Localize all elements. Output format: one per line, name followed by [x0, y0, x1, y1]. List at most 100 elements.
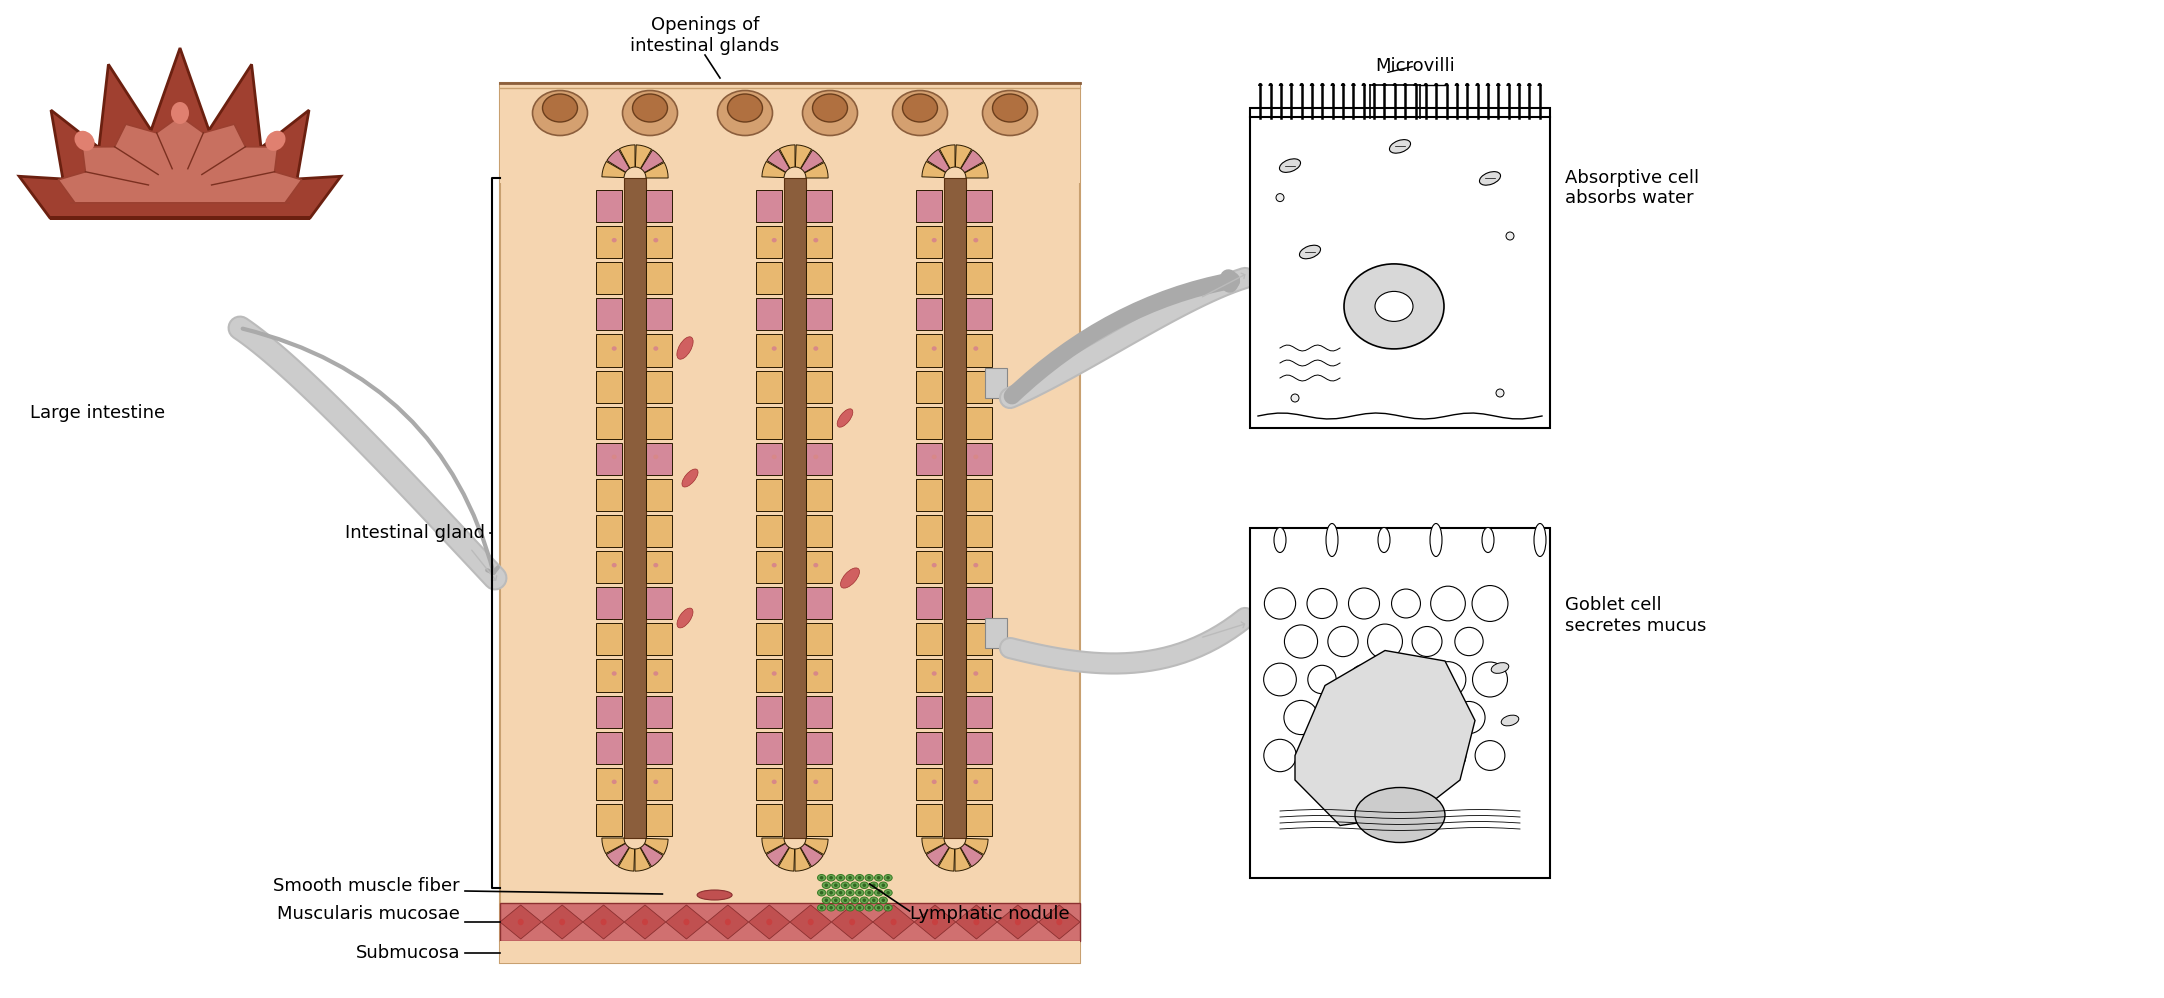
Bar: [755, 803, 781, 836]
Ellipse shape: [892, 919, 896, 925]
Circle shape: [872, 898, 876, 902]
Circle shape: [844, 883, 846, 887]
Bar: [805, 479, 831, 511]
Ellipse shape: [974, 672, 978, 676]
Bar: [755, 370, 781, 402]
Circle shape: [853, 898, 857, 902]
Ellipse shape: [814, 563, 818, 568]
Circle shape: [868, 876, 870, 879]
Bar: [595, 479, 621, 511]
Bar: [965, 767, 991, 799]
Polygon shape: [954, 145, 972, 169]
Circle shape: [1348, 665, 1378, 695]
Ellipse shape: [892, 91, 948, 136]
Bar: [915, 406, 941, 439]
Ellipse shape: [1056, 919, 1063, 925]
Circle shape: [1430, 586, 1465, 621]
Polygon shape: [961, 844, 982, 866]
Bar: [965, 732, 991, 763]
Circle shape: [881, 883, 885, 887]
Circle shape: [1277, 194, 1283, 202]
Circle shape: [1307, 666, 1335, 694]
Bar: [805, 227, 831, 258]
Text: Openings of
intestinal glands: Openings of intestinal glands: [630, 16, 779, 55]
Ellipse shape: [807, 919, 814, 925]
Circle shape: [1454, 628, 1482, 656]
Ellipse shape: [933, 346, 937, 350]
Bar: [805, 696, 831, 728]
Circle shape: [1264, 588, 1296, 619]
Bar: [647, 803, 673, 836]
Bar: [915, 732, 941, 763]
Bar: [500, 83, 1080, 183]
Circle shape: [876, 906, 881, 909]
Ellipse shape: [1279, 159, 1301, 173]
Ellipse shape: [612, 238, 617, 243]
Ellipse shape: [532, 91, 586, 136]
Circle shape: [1472, 662, 1508, 697]
Circle shape: [840, 876, 842, 879]
Bar: [783, 178, 805, 838]
Ellipse shape: [558, 919, 565, 925]
Circle shape: [829, 906, 833, 909]
Bar: [755, 334, 781, 366]
Polygon shape: [790, 905, 831, 939]
Circle shape: [1389, 664, 1422, 696]
Polygon shape: [926, 843, 950, 866]
Bar: [647, 624, 673, 656]
Bar: [965, 803, 991, 836]
Ellipse shape: [654, 779, 658, 784]
Ellipse shape: [846, 889, 855, 896]
Polygon shape: [805, 838, 829, 854]
Circle shape: [868, 891, 870, 894]
Bar: [595, 227, 621, 258]
Bar: [915, 515, 941, 547]
Circle shape: [857, 891, 861, 894]
Ellipse shape: [654, 563, 658, 568]
Polygon shape: [831, 905, 872, 939]
Bar: [623, 178, 647, 838]
Ellipse shape: [1482, 528, 1493, 553]
Bar: [647, 479, 673, 511]
Circle shape: [1430, 738, 1465, 773]
Bar: [500, 941, 1080, 963]
Ellipse shape: [885, 889, 892, 896]
Bar: [755, 298, 781, 330]
Text: Submucosa: Submucosa: [355, 944, 461, 962]
Bar: [595, 551, 621, 583]
Bar: [915, 262, 941, 294]
Circle shape: [829, 891, 833, 894]
Ellipse shape: [974, 346, 978, 350]
Circle shape: [881, 898, 885, 902]
Bar: [595, 262, 621, 294]
Ellipse shape: [974, 779, 978, 784]
Ellipse shape: [827, 874, 835, 881]
Ellipse shape: [855, 874, 863, 881]
Polygon shape: [1294, 651, 1476, 825]
Bar: [647, 370, 673, 402]
Bar: [595, 190, 621, 223]
Bar: [647, 696, 673, 728]
Bar: [965, 190, 991, 223]
Circle shape: [1495, 389, 1504, 397]
Polygon shape: [541, 905, 582, 939]
Ellipse shape: [837, 409, 853, 427]
Ellipse shape: [623, 91, 677, 136]
Bar: [647, 767, 673, 799]
Ellipse shape: [902, 94, 937, 122]
Bar: [755, 696, 781, 728]
Ellipse shape: [982, 91, 1037, 136]
Ellipse shape: [818, 904, 827, 911]
Ellipse shape: [697, 890, 731, 900]
Ellipse shape: [850, 882, 859, 888]
Ellipse shape: [933, 563, 937, 568]
Ellipse shape: [870, 897, 879, 903]
Ellipse shape: [874, 889, 883, 896]
Ellipse shape: [846, 874, 855, 881]
Bar: [915, 587, 941, 620]
Ellipse shape: [993, 94, 1028, 122]
Bar: [965, 227, 991, 258]
Text: Muscularis mucosae: Muscularis mucosae: [277, 905, 461, 923]
Ellipse shape: [266, 131, 286, 151]
Bar: [647, 732, 673, 763]
